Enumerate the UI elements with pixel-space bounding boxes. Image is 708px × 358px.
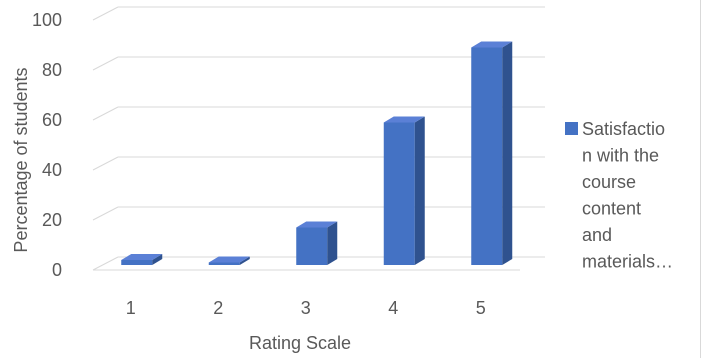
y-tick-label: 0 — [52, 260, 62, 280]
x-tick-label: 3 — [301, 298, 311, 318]
legend-line: materials… — [582, 252, 673, 272]
x-tick-label: 2 — [213, 298, 223, 318]
x-tick-label: 5 — [476, 298, 486, 318]
bar-side — [152, 254, 163, 265]
bar — [121, 254, 163, 265]
y-tick-label: 20 — [42, 210, 62, 230]
legend-label: Satisfactio n with the course content and mat… — [582, 119, 673, 272]
y-tick-label: 80 — [42, 60, 62, 80]
x-tick-label: 4 — [388, 298, 398, 318]
bar — [471, 41, 513, 265]
gridline-diagonal — [92, 56, 119, 71]
y-axis-ticks: 0 20 40 60 80 100 — [32, 10, 62, 280]
bar-side — [502, 41, 513, 265]
bar-top — [208, 256, 250, 263]
bar-side — [327, 221, 338, 265]
legend: Satisfactio n with the course content and mat… — [565, 119, 673, 272]
bar-front — [208, 262, 240, 265]
y-axis-label: Percentage of students — [11, 67, 31, 252]
y-tick-label: 100 — [32, 10, 62, 30]
legend-swatch — [565, 122, 578, 135]
bar — [383, 116, 425, 265]
gridline-diagonal — [92, 106, 119, 121]
bar-top — [121, 254, 163, 260]
legend-line: course — [582, 172, 636, 192]
x-axis-ticks: 1 2 3 4 5 — [126, 298, 486, 318]
bars — [121, 41, 513, 265]
gridline-diagonal — [92, 6, 119, 21]
bar — [208, 256, 250, 265]
legend-line: and — [582, 225, 612, 245]
gridline-diagonal — [92, 156, 119, 171]
bar-front — [471, 47, 503, 265]
x-axis-label: Rating Scale — [249, 333, 351, 353]
bar-top — [471, 41, 513, 48]
chart-frame-edge — [700, 0, 701, 358]
legend-line: n with the — [582, 146, 659, 166]
bar-front — [121, 260, 153, 265]
bar-side — [414, 116, 425, 265]
bar-top — [383, 116, 425, 123]
bar-top — [296, 221, 338, 228]
y-tick-label: 60 — [42, 110, 62, 130]
bar-side — [239, 256, 250, 265]
bar-front — [296, 227, 328, 265]
gridline-diagonal — [92, 206, 119, 221]
y-tick-label: 40 — [42, 160, 62, 180]
legend-line: content — [582, 199, 641, 219]
gridline-diagonal — [92, 256, 119, 271]
x-tick-label: 1 — [126, 298, 136, 318]
bar — [296, 221, 338, 265]
legend-line: Satisfactio — [582, 119, 665, 139]
bar-front — [383, 122, 415, 265]
